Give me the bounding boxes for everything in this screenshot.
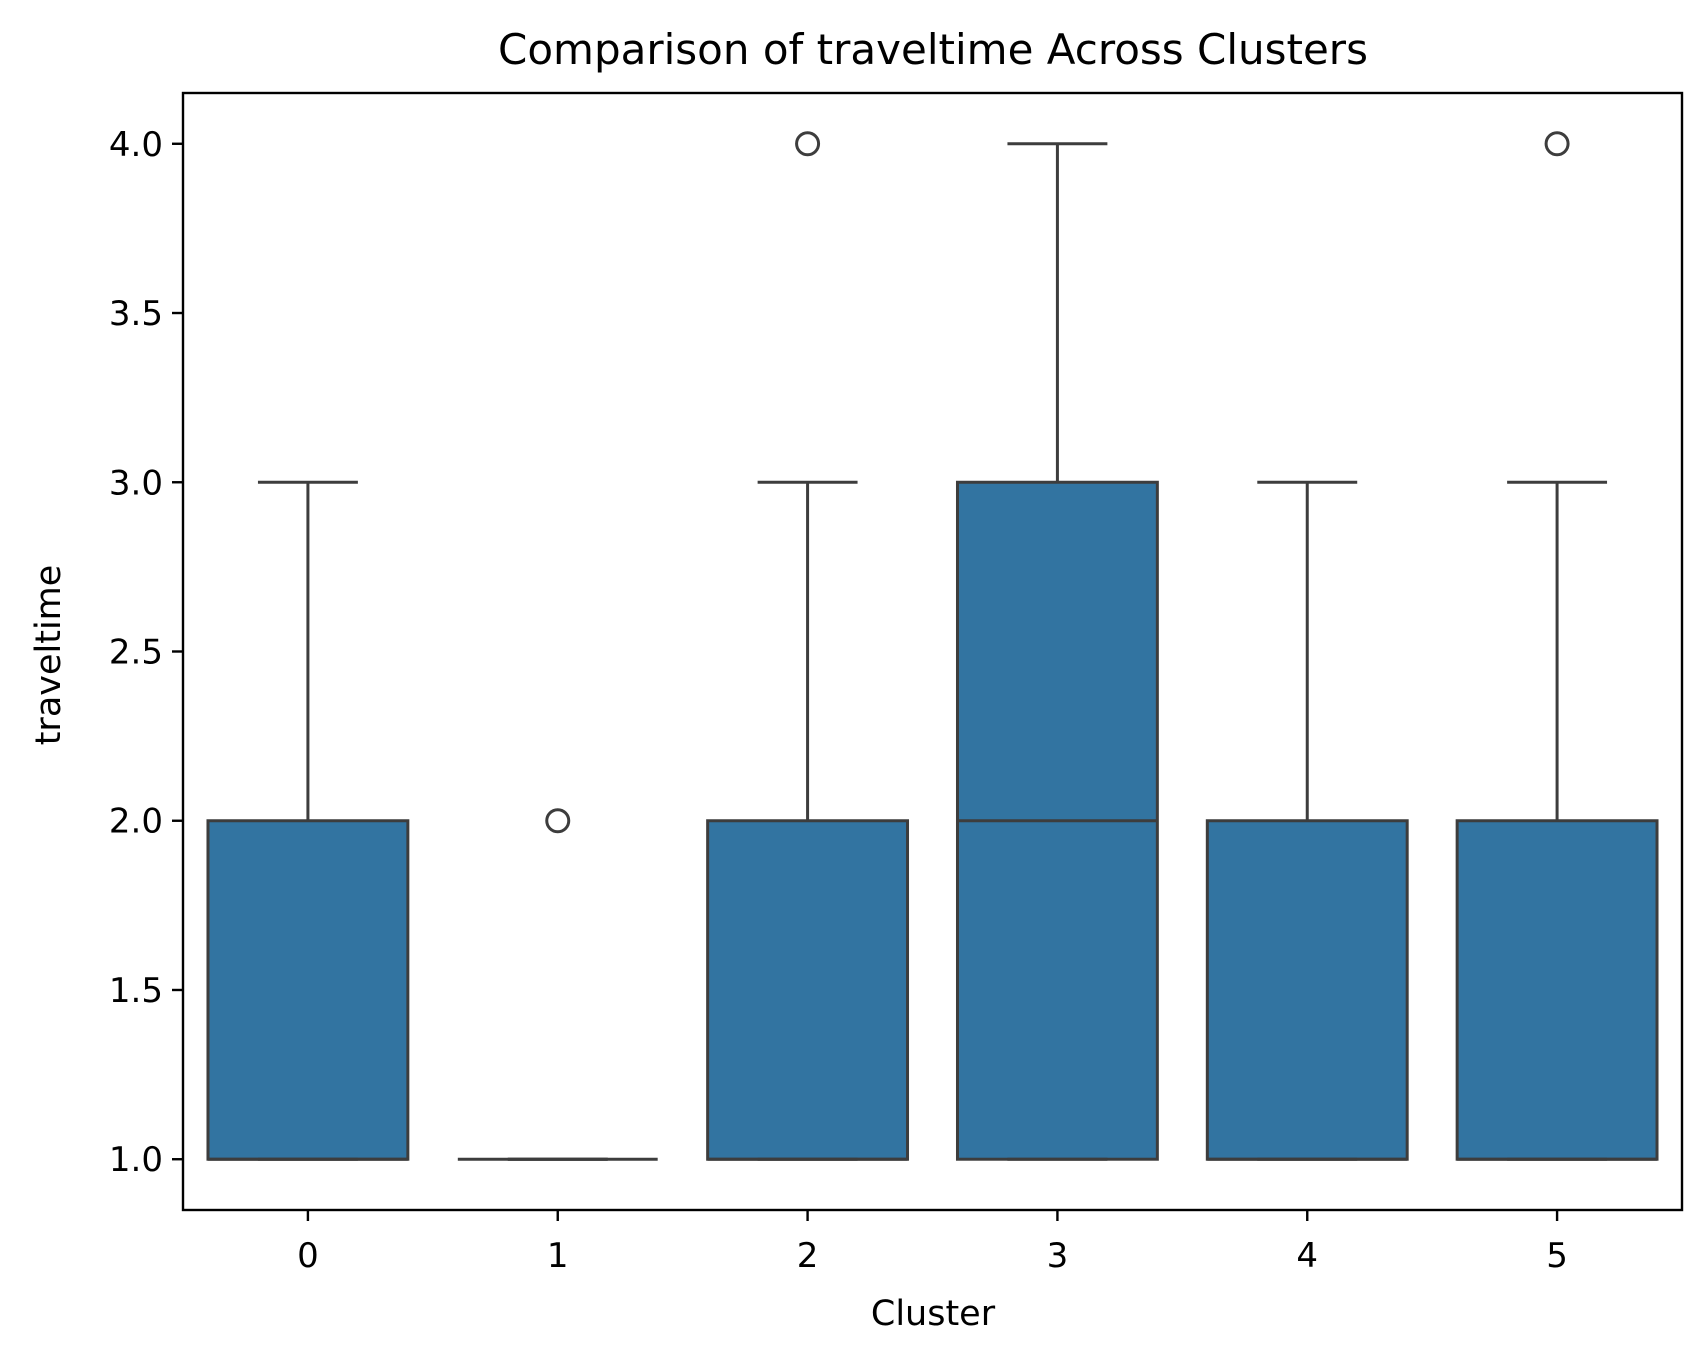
- cluster-5-outlier: [1544, 131, 1570, 157]
- cluster-5-box: [1455, 819, 1659, 1161]
- x-tick-label: 1: [547, 1236, 569, 1276]
- x-tick-label: 0: [297, 1236, 319, 1276]
- plot-area: 1.0 1.5 2.0 2.5 3.0 3.5 4.0 0 1 2 3 4 5: [109, 91, 1684, 1276]
- x-tick-label: 2: [797, 1236, 819, 1276]
- cluster-2-outlier: [795, 131, 821, 157]
- y-axis-label: traveltime: [29, 565, 69, 746]
- y-tick-label: 2.0: [109, 802, 163, 842]
- y-tick-label: 1.0: [109, 1140, 163, 1180]
- y-tick-label: 1.5: [109, 971, 163, 1011]
- y-tick-label: 3.5: [109, 294, 163, 334]
- y-tick-label: 4.0: [109, 125, 163, 165]
- y-tick-label: 3.0: [109, 463, 163, 503]
- x-axis-label: Cluster: [871, 1294, 996, 1334]
- y-tick-label: 2.5: [109, 633, 163, 673]
- x-tick-label: 4: [1296, 1236, 1318, 1276]
- chart-title: Comparison of traveltime Across Clusters: [498, 25, 1368, 74]
- cluster-1-outlier: [545, 808, 571, 834]
- x-tick-label: 5: [1546, 1236, 1568, 1276]
- x-tick-label: 3: [1047, 1236, 1069, 1276]
- cluster-0-box: [206, 819, 410, 1161]
- cluster-2-box: [706, 819, 910, 1161]
- cluster-4-box: [1205, 819, 1409, 1161]
